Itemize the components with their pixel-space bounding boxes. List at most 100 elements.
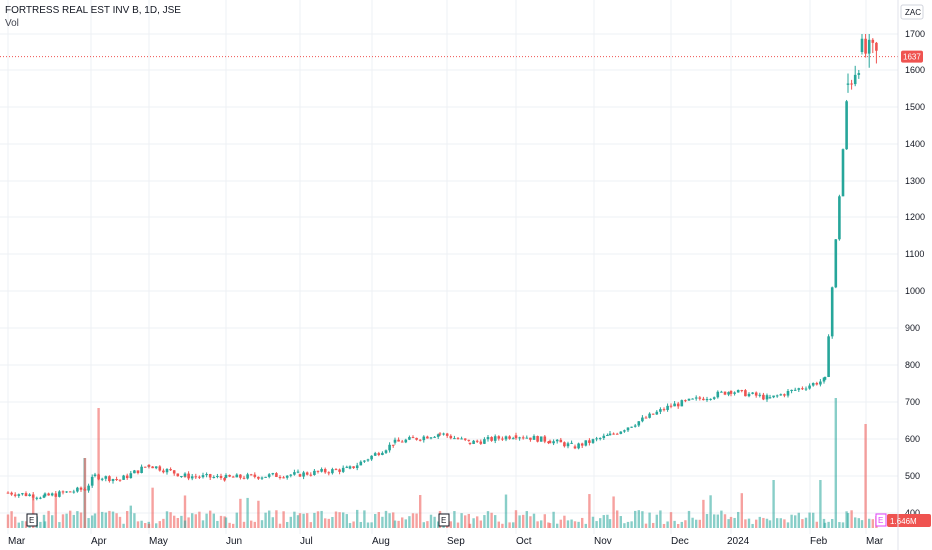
volume-bar [673, 520, 676, 528]
candle-body [408, 437, 411, 440]
volume-bar [608, 519, 612, 528]
volume-bar [804, 517, 808, 528]
volume-bar [198, 511, 201, 528]
candle-body [765, 395, 769, 400]
candle-body [747, 393, 751, 397]
candle-body [436, 434, 440, 437]
volume-bar [87, 518, 90, 528]
volume-bar [453, 511, 456, 528]
volume-bar [144, 523, 147, 528]
volume-bar [58, 522, 61, 528]
candle-body [608, 433, 612, 436]
candle-body [727, 392, 730, 395]
y-axis: 400 500 600 700 800 900 1000 1100 1200 1300 1400 15… [0, 29, 925, 518]
candle-body [552, 441, 555, 444]
volume-bar [6, 514, 10, 528]
volume-bar [331, 516, 334, 528]
candle-body [518, 437, 521, 439]
candle-body [559, 439, 563, 443]
volume-bar [768, 520, 772, 528]
volume-bar [556, 523, 559, 528]
candle-body [655, 411, 659, 415]
candle-body [90, 476, 94, 486]
volume-bar [370, 522, 373, 528]
volume-bar [588, 494, 591, 528]
volume-bar [433, 516, 436, 528]
volume-bar [342, 512, 345, 528]
candle-body [850, 83, 853, 85]
volume-bar [235, 512, 238, 528]
volume-bar [155, 523, 158, 528]
candle-body [363, 460, 366, 462]
volume-bar [381, 516, 384, 528]
candle-body [172, 470, 176, 474]
candle-body [323, 469, 327, 473]
candle-body [797, 388, 801, 390]
candle-body [501, 438, 504, 440]
volume-bar [39, 521, 42, 528]
volume-badge-label: 1.646M [890, 517, 917, 526]
candle-body [525, 437, 529, 439]
candle-body [619, 431, 623, 434]
candle-body [338, 469, 341, 472]
x-tick-label: Dec [671, 536, 689, 547]
volume-bar [644, 523, 648, 528]
earnings-marker [875, 513, 887, 527]
candle-body [673, 403, 676, 407]
volume-bar [437, 521, 440, 528]
candle-body [698, 397, 702, 399]
candle-body [100, 478, 104, 480]
candle-body [39, 497, 42, 499]
candle-body [151, 466, 154, 469]
candle-body [875, 42, 878, 51]
candle-body [393, 439, 397, 443]
volume-bar [298, 513, 302, 528]
candle-body [190, 476, 194, 479]
candle-body [391, 444, 395, 446]
candle-body [508, 436, 511, 439]
candle-body [242, 477, 246, 479]
volume-bar [716, 514, 719, 528]
volume-bar [47, 510, 50, 528]
candle-body [762, 394, 765, 400]
candle-body [147, 464, 151, 467]
candle-body [162, 470, 165, 473]
candle-body [429, 437, 433, 439]
candle-body [555, 439, 559, 442]
volume-bar [296, 515, 300, 528]
candle-body [669, 405, 673, 407]
candle-body [377, 453, 381, 455]
candle-body [260, 477, 264, 479]
candle-body [187, 473, 190, 479]
volume-bar [566, 520, 570, 528]
candle-body [404, 439, 408, 443]
volume-bar [32, 497, 35, 528]
candle-body [566, 443, 570, 447]
candle-body [606, 435, 609, 437]
candle-body [723, 391, 727, 395]
volume-bar [72, 514, 75, 528]
candle-body [705, 398, 709, 401]
volume-bar [547, 522, 550, 528]
volume-bar [122, 523, 125, 528]
candle-body [115, 479, 118, 481]
volume-bar [61, 514, 65, 528]
candle-body [659, 409, 662, 412]
volume-bar [65, 513, 68, 528]
volume-bar [801, 519, 804, 528]
volume-bar [384, 510, 388, 528]
volume-bar [338, 512, 341, 528]
volume-bar [652, 522, 655, 528]
candle-body [838, 196, 841, 240]
candle-body [183, 473, 187, 476]
volume-bar [720, 510, 723, 528]
volume-bar [841, 522, 845, 528]
candle-body [467, 439, 471, 441]
candle-body [122, 475, 125, 480]
candle-body [532, 436, 536, 440]
volume-bar [43, 521, 47, 528]
x-tick-label: Aug [372, 536, 390, 547]
volume-bar [320, 510, 323, 528]
candle-body [511, 438, 515, 440]
